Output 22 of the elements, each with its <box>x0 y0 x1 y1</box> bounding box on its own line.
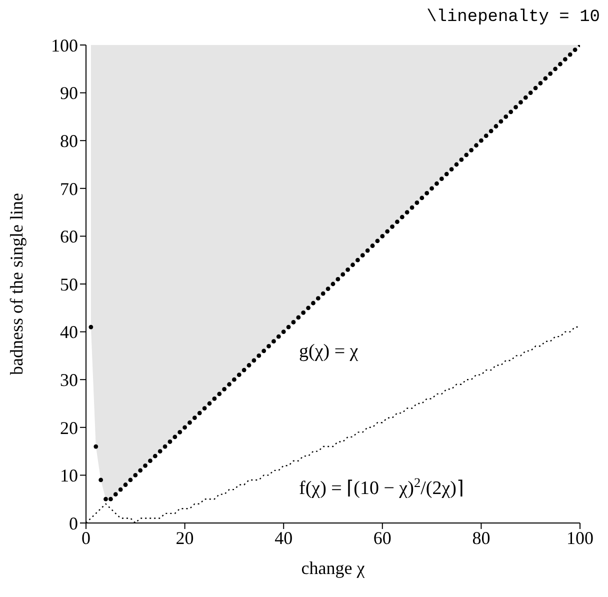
x-tick-label: 100 <box>566 528 594 548</box>
x-tick-label: 60 <box>373 528 392 548</box>
x-tick-label: 0 <box>82 528 90 548</box>
y-tick-label: 30 <box>60 370 78 390</box>
y-tick-label: 90 <box>60 83 78 104</box>
y-tick-label: 20 <box>60 418 78 438</box>
y-tick-label: 100 <box>51 35 78 56</box>
y-tick-label: 0 <box>69 513 78 534</box>
x-tick-label: 20 <box>176 528 194 548</box>
y-tick-label: 80 <box>60 130 78 151</box>
annotation: g(χ) = χ <box>299 341 359 362</box>
y-tick-label: 70 <box>60 178 78 199</box>
x-tick-label: 40 <box>274 528 293 548</box>
y-tick-label: 50 <box>60 274 78 294</box>
x-tick-label: 80 <box>472 528 490 548</box>
chart-title: \linepenalty = 10 <box>426 8 600 27</box>
annotation: f(χ) = ⌈(10 − χ)$^{2}$/(2χ)⌉ <box>299 474 464 499</box>
y-tick-label: 60 <box>60 226 78 247</box>
y-tick-label: 40 <box>60 322 78 342</box>
y-axis-title: badness of the single line <box>6 193 26 375</box>
x-axis-title: change χ <box>301 558 365 578</box>
y-tick-label: 10 <box>60 466 78 486</box>
